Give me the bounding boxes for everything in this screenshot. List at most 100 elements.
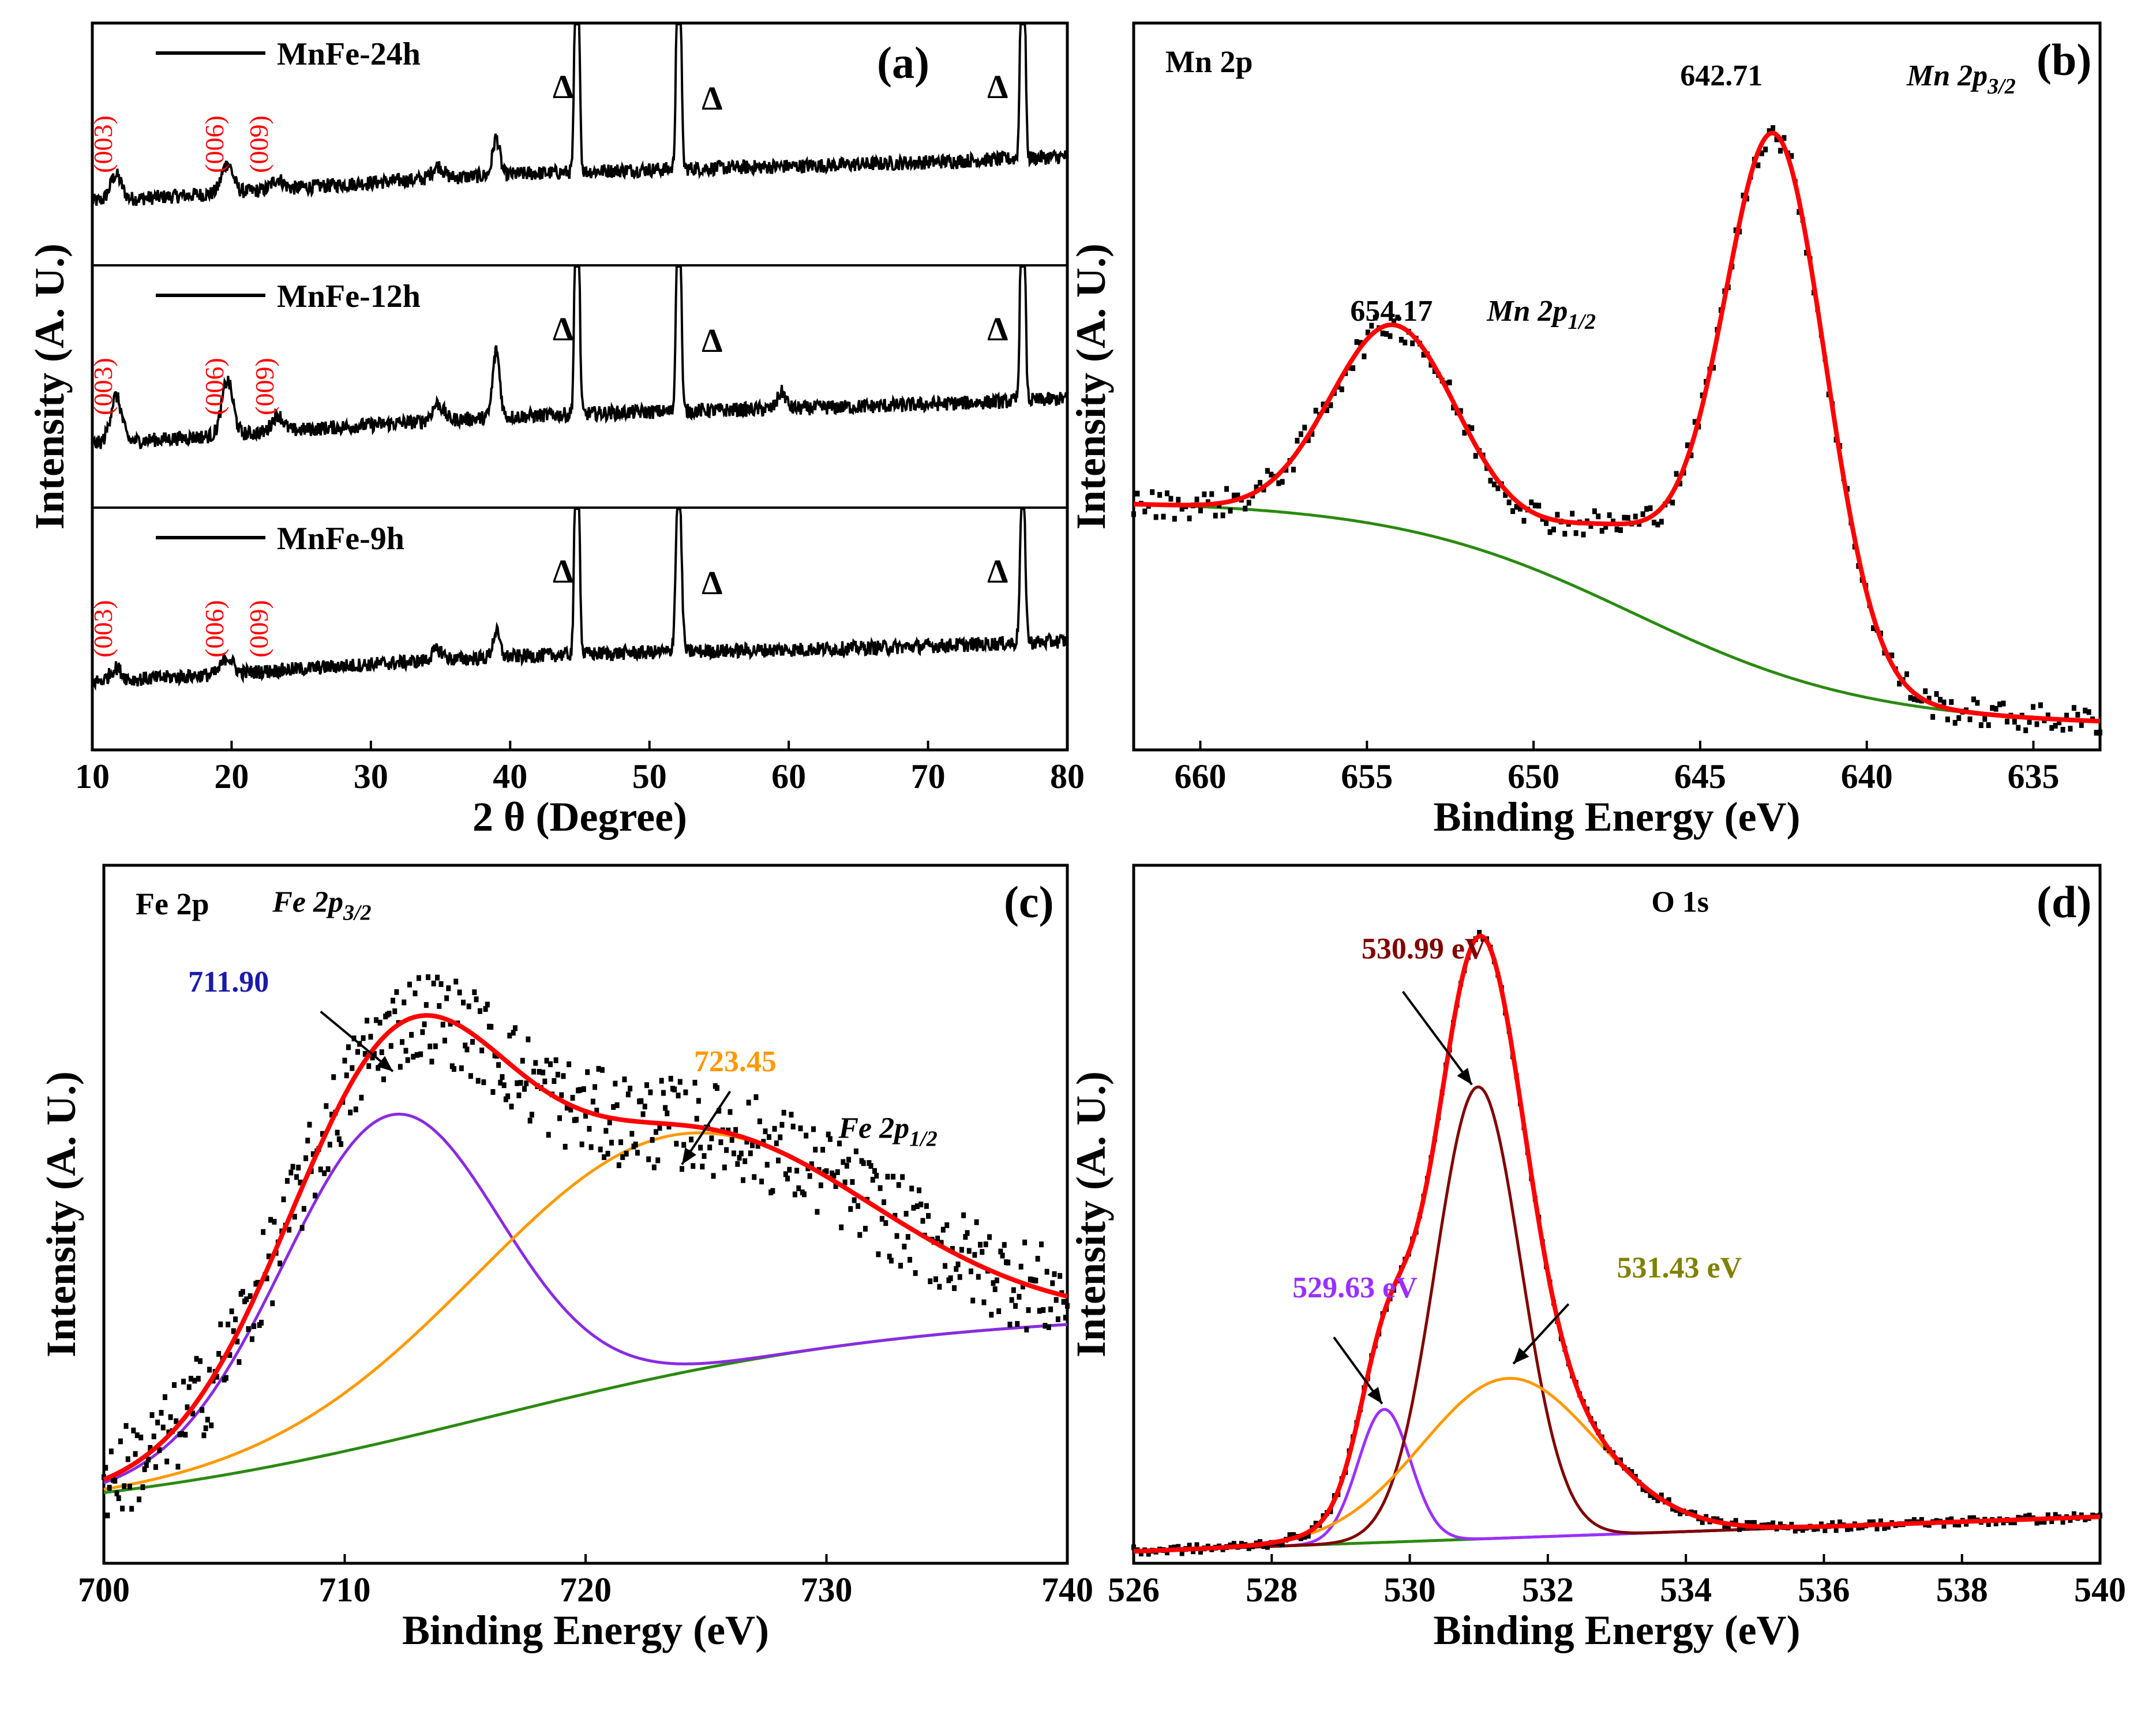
data-point [157, 1447, 162, 1453]
data-point [1618, 527, 1623, 534]
data-point [1488, 478, 1493, 484]
data-point [1198, 507, 1203, 513]
data-point [564, 1105, 569, 1111]
data-point [2038, 702, 2043, 708]
data-point [1774, 136, 1779, 142]
data-point [665, 1110, 670, 1117]
data-point [500, 1074, 505, 1080]
data-point [801, 1191, 807, 1198]
data-point [770, 1188, 775, 1194]
data-point [511, 1030, 516, 1036]
data-point [792, 1191, 797, 1198]
data-point [588, 1144, 594, 1150]
data-point [1685, 442, 1690, 448]
data-point [987, 1234, 992, 1240]
delta-marker: Δ [987, 68, 1008, 106]
data-point [200, 1407, 205, 1413]
data-point [129, 1506, 134, 1512]
data-point [1391, 318, 1396, 325]
data-point [1518, 505, 1523, 512]
data-point [264, 1275, 269, 1282]
data-point [249, 1336, 254, 1342]
data-point [824, 1168, 829, 1174]
data-point [1978, 722, 1983, 729]
x-tick-label: 40 [493, 757, 527, 795]
data-point [123, 1423, 129, 1429]
data-point [2027, 1513, 2032, 1519]
data-point [842, 1179, 848, 1185]
panel-header: Mn 2p [1165, 44, 1253, 79]
data-point [223, 1375, 228, 1381]
data-point [668, 1076, 673, 1082]
data-point [1778, 148, 1783, 154]
data-point [453, 978, 459, 985]
data-point [131, 1427, 136, 1433]
data-point [183, 1432, 188, 1438]
panel-label: (a) [877, 37, 929, 88]
component-curve [103, 1112, 1068, 1484]
data-point [159, 1410, 164, 1416]
data-point [541, 1069, 546, 1076]
data-point [2034, 1519, 2039, 1526]
data-point [468, 1073, 473, 1079]
legend-label: MnFe-24h [277, 36, 421, 72]
data-point [1975, 700, 1980, 706]
data-point [174, 1418, 179, 1424]
data-point [527, 1117, 533, 1124]
data-point [1365, 329, 1370, 336]
hkl-label: (006) [200, 115, 229, 173]
data-point [114, 1490, 119, 1496]
data-point [433, 1043, 438, 1049]
data-point [140, 1484, 145, 1491]
data-point [594, 1108, 599, 1114]
data-point [127, 1484, 132, 1490]
data-point [737, 1155, 742, 1161]
data-point [981, 1299, 987, 1305]
data-point [772, 1125, 777, 1132]
data-point [1659, 519, 1664, 525]
data-point [937, 1284, 942, 1290]
data-point [526, 1036, 531, 1042]
data-point [1993, 1520, 1998, 1526]
data-point [1224, 486, 1229, 492]
data-point [659, 1078, 664, 1084]
data-point [1711, 365, 1716, 371]
data-point [2049, 1518, 2054, 1524]
peak-annotation: Mn 2p1/2 [1486, 295, 1596, 334]
x-tick-label: 700 [78, 1571, 130, 1609]
x-tick-label: 538 [1936, 1571, 1988, 1609]
data-point [350, 1065, 355, 1071]
data-point [1670, 1506, 1675, 1512]
data-point [2086, 709, 2091, 715]
data-point [1495, 485, 1501, 491]
x-tick-label: 530 [1384, 1571, 1436, 1609]
y-axis-title: Intensity (A. U.) [38, 1071, 84, 1357]
data-point [896, 1182, 901, 1188]
data-point [1982, 716, 1988, 722]
data-point [229, 1308, 234, 1315]
data-point [440, 1022, 445, 1028]
y-axis-title: Intensity (A. U.) [1068, 243, 1114, 530]
data-point [1228, 508, 1233, 514]
data-point [911, 1204, 916, 1211]
data-point [1971, 696, 1976, 703]
delta-marker: Δ [987, 553, 1008, 590]
x-tick-label: 30 [354, 757, 388, 795]
panel-label: (c) [1004, 877, 1054, 927]
hkl-label: (009) [244, 600, 273, 658]
data-point [207, 1367, 212, 1373]
x-axis-title: Binding Energy (eV) [402, 1607, 769, 1653]
x-tick-label: 720 [560, 1571, 612, 1609]
data-point [1310, 431, 1315, 437]
data-point [227, 1352, 233, 1358]
data-point [409, 1031, 414, 1038]
data-point [1986, 1521, 1991, 1528]
data-point [322, 1170, 327, 1176]
data-point [137, 1496, 142, 1503]
data-point [790, 1123, 796, 1129]
data-point [1026, 1307, 1031, 1314]
data-point [125, 1456, 130, 1462]
data-point [717, 1108, 722, 1114]
data-point [622, 1076, 627, 1083]
data-point [1179, 1550, 1184, 1556]
